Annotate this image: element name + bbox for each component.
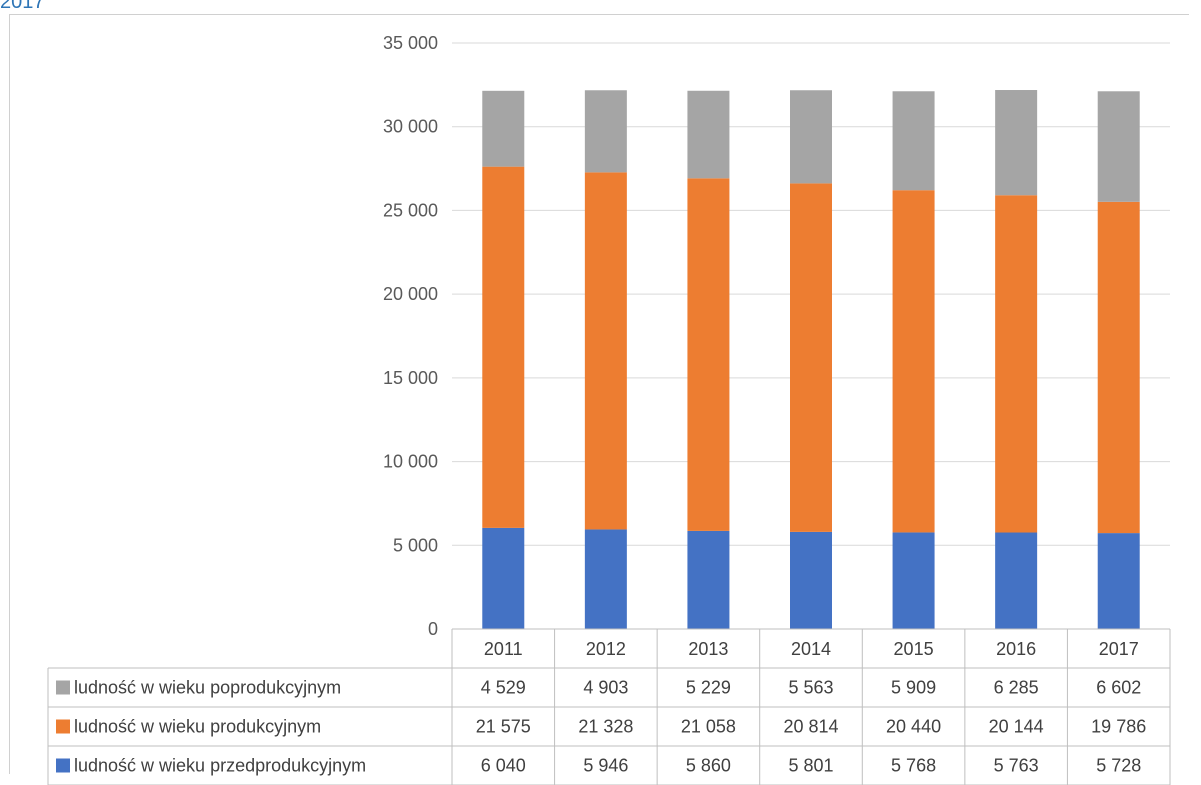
legend-swatch	[56, 680, 70, 695]
bar-segment	[482, 166, 525, 528]
bar-segment	[790, 183, 832, 532]
y-axis-labels: 0 5 000 10 000 15 000 20 000 25 000 30 000 35 0…	[383, 33, 438, 639]
bar-segment	[995, 195, 1038, 533]
data-value-label: 20 144	[989, 717, 1044, 737]
data-value-label: 20 440	[886, 717, 941, 737]
bar-segment	[687, 530, 730, 629]
series-name-label: ludność w wieku poprodukcyjnym	[74, 678, 341, 698]
y-tick-label: 15 000	[383, 368, 438, 388]
data-value-label: 4 529	[481, 678, 526, 698]
bar-segment	[790, 90, 832, 184]
data-value-label: 5 728	[1096, 756, 1141, 776]
data-value-label: 20 814	[783, 717, 838, 737]
data-value-label: 21 575	[476, 717, 531, 737]
x-category-label: 2013	[688, 639, 728, 659]
data-value-label: 6 602	[1096, 678, 1141, 698]
x-category-label: 2016	[996, 639, 1036, 659]
data-value-label: 5 860	[686, 756, 731, 776]
data-value-label: 5 563	[788, 678, 833, 698]
data-value-label: 21 328	[578, 717, 633, 737]
bar-segment	[892, 190, 935, 533]
legend-swatch	[56, 758, 70, 773]
data-value-label: 4 903	[583, 678, 628, 698]
bar-segment	[584, 90, 627, 173]
legend-swatch	[56, 719, 70, 734]
y-tick-label: 25 000	[383, 200, 438, 220]
data-value-label: 5 763	[994, 756, 1039, 776]
chart-frame	[9, 14, 1189, 774]
bar-segment	[482, 527, 525, 629]
bar-segment	[892, 91, 935, 191]
series-name-label: ludność w wieku przedprodukcyjnym	[74, 756, 366, 776]
bar-segment	[482, 90, 525, 167]
bar-series	[482, 90, 1140, 629]
bar-segment	[687, 178, 730, 531]
bar-segment	[995, 90, 1038, 196]
y-tick-label: 10 000	[383, 452, 438, 472]
y-tick-label: 30 000	[383, 117, 438, 137]
gridlines	[452, 42, 1170, 546]
data-value-label: 6 285	[994, 678, 1039, 698]
y-tick-label: 35 000	[383, 33, 438, 53]
x-category-label: 2015	[894, 639, 934, 659]
data-value-label: 5 946	[583, 756, 628, 776]
data-value-label: 5 768	[891, 756, 936, 776]
y-tick-label: 5 000	[393, 535, 438, 555]
data-table: 2011 2012 2013 2014 2015 2016 2017 ludność w wi…	[47, 628, 1171, 785]
x-category-label: 2017	[1099, 639, 1139, 659]
y-tick-label: 20 000	[383, 284, 438, 304]
series-name-label: ludność w wieku produkcyjnym	[74, 717, 321, 737]
x-category-label: 2011	[484, 639, 523, 659]
bar-segment	[892, 532, 935, 629]
bar-segment	[1097, 91, 1140, 202]
bar-segment	[995, 532, 1038, 629]
bar-segment	[1097, 201, 1140, 534]
bar-segment	[584, 529, 627, 629]
chart-caption: 2017	[0, 0, 45, 13]
bar-segment	[1097, 533, 1140, 629]
x-category-label: 2012	[586, 639, 626, 659]
x-category-label: 2014	[791, 639, 831, 659]
data-value-label: 5 801	[788, 756, 833, 776]
data-value-label: 19 786	[1091, 717, 1146, 737]
y-tick-label: 0	[428, 619, 438, 639]
data-value-label: 5 909	[891, 678, 936, 698]
bar-segment	[584, 172, 627, 530]
bar-segment	[790, 531, 832, 629]
bar-segment	[687, 90, 730, 179]
data-value-label: 5 229	[686, 678, 731, 698]
data-value-label: 21 058	[681, 717, 736, 737]
data-value-label: 6 040	[481, 756, 526, 776]
